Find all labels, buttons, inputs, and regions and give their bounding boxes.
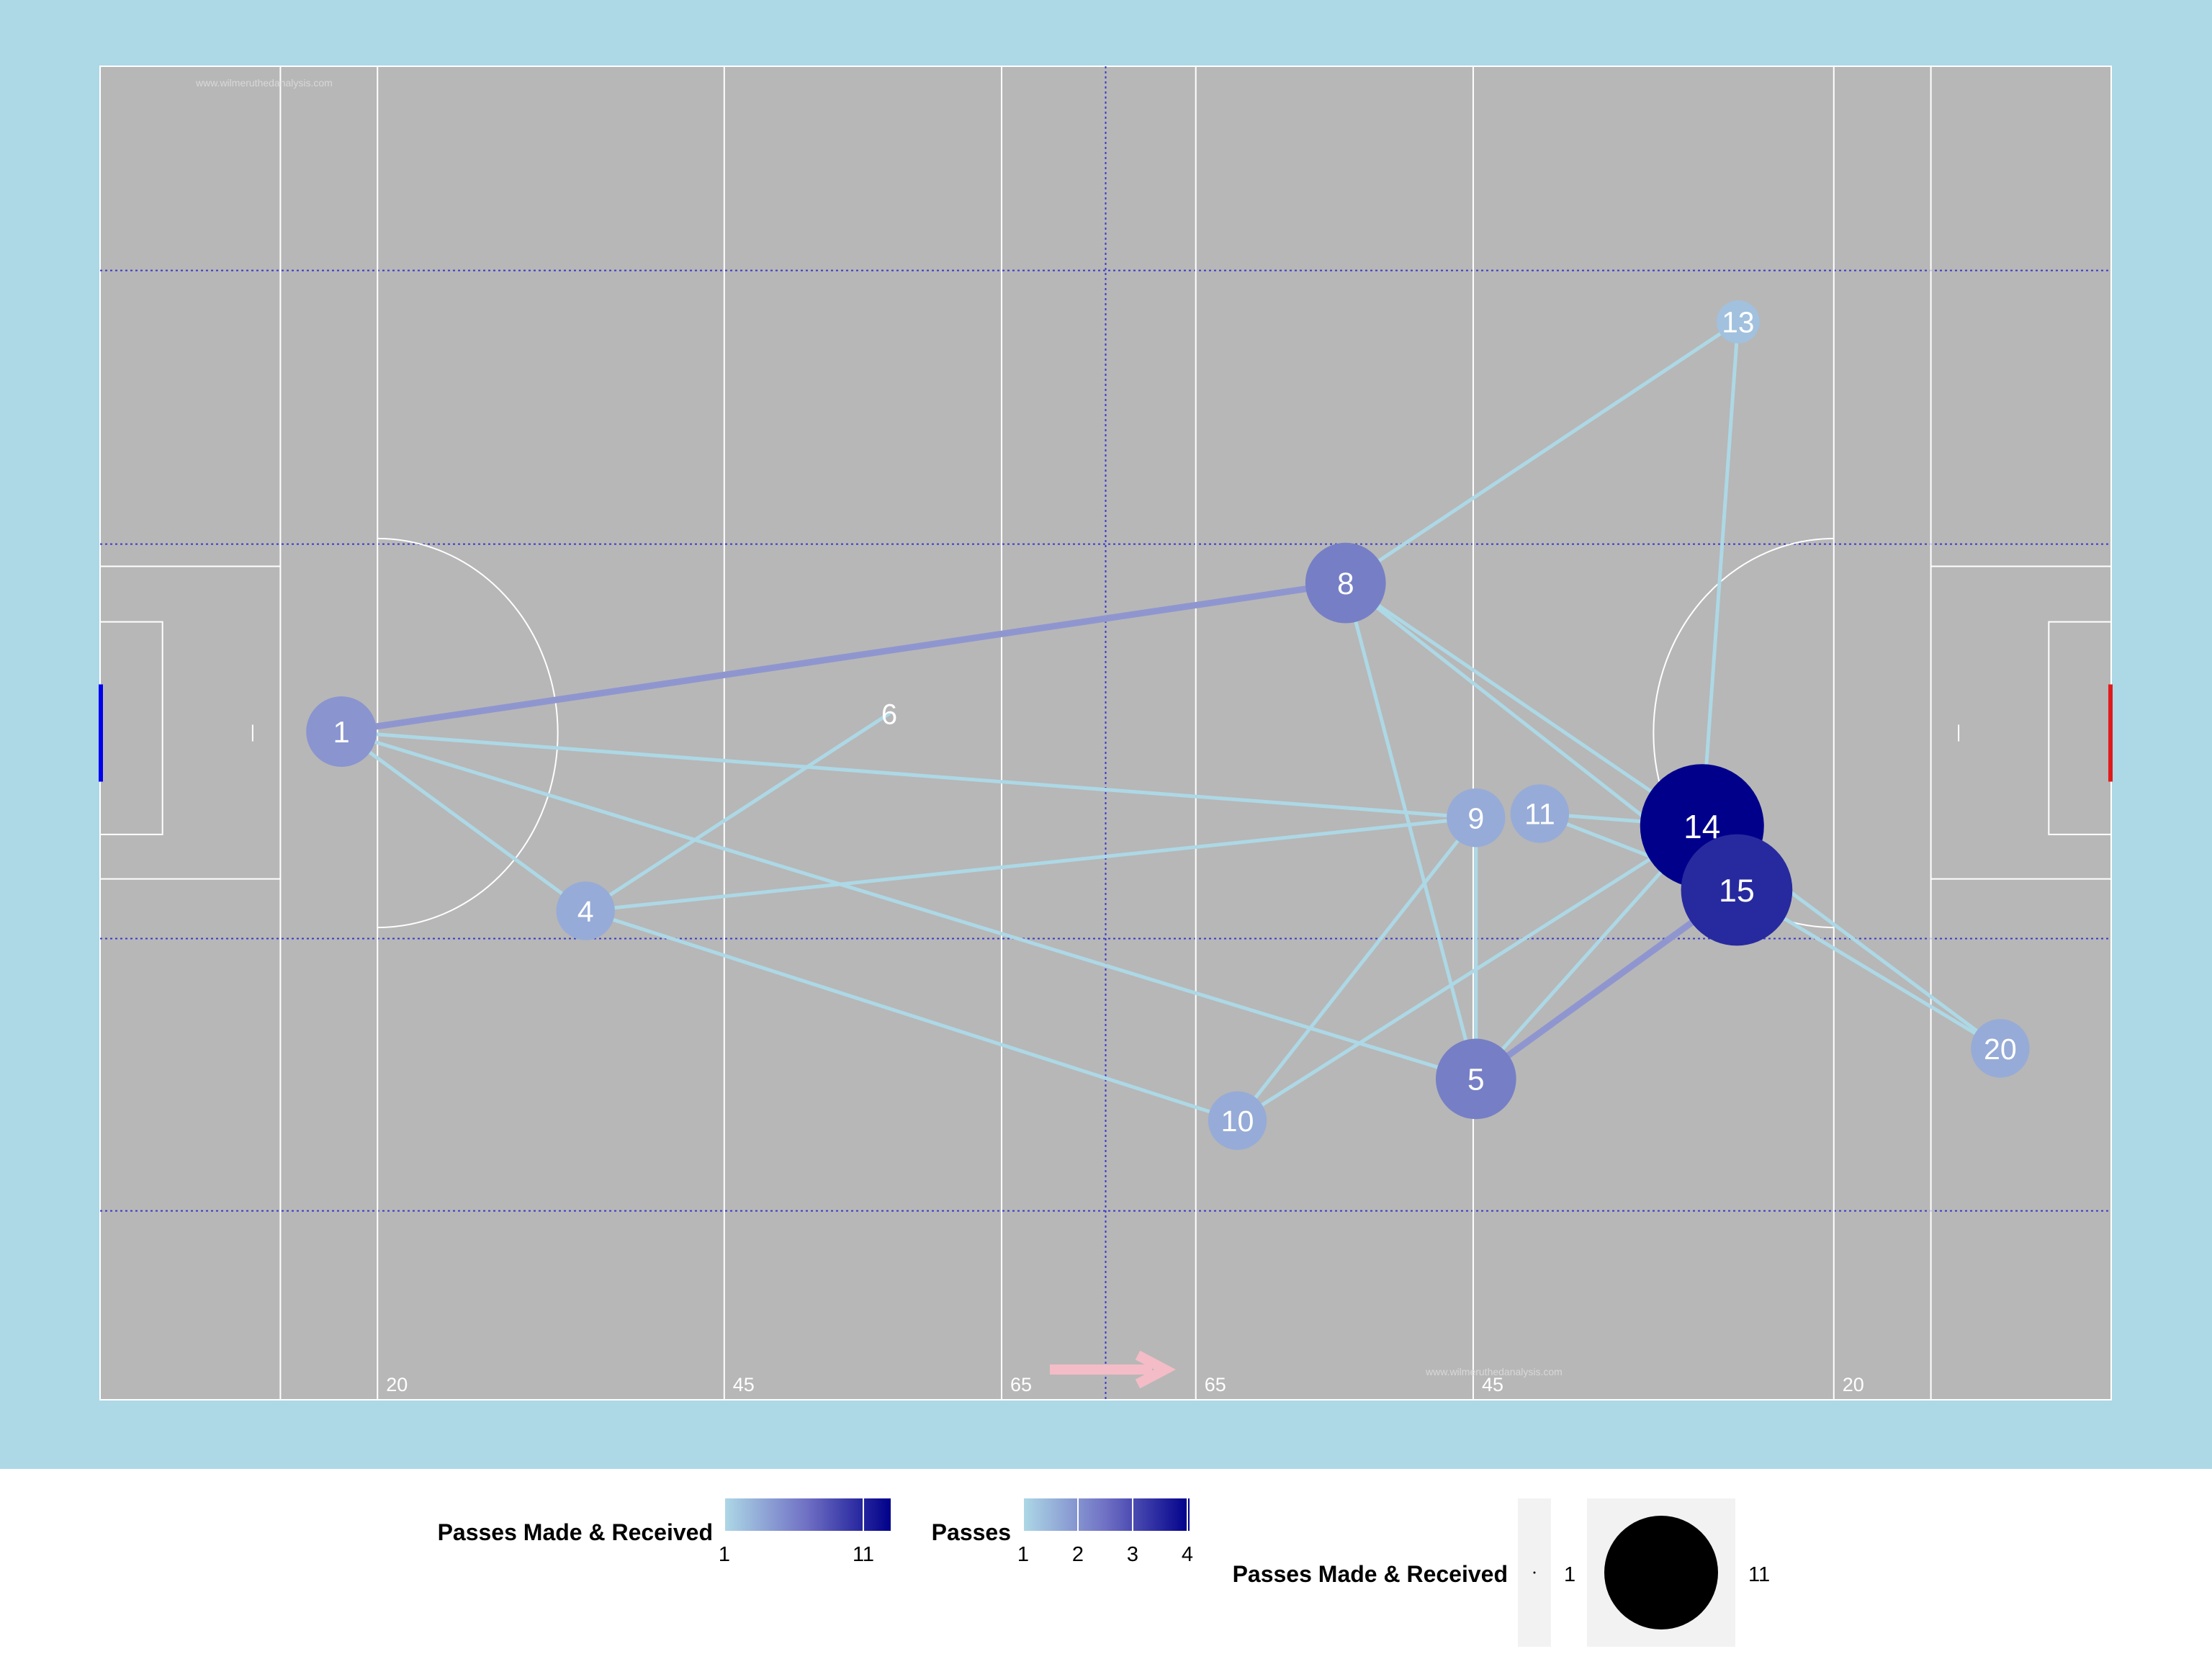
player-node-circle (1716, 300, 1760, 343)
legend-size-key-large (1604, 1516, 1718, 1629)
player-number: 15 (1719, 873, 1755, 909)
legend-edge-color-tick: 1 (1017, 1543, 1029, 1566)
pass-edge (583, 909, 1239, 1123)
player-node: 9 (1447, 788, 1506, 848)
pass-edge (1235, 824, 1704, 1123)
pass-edges (338, 320, 2002, 1123)
small-rectangle-right (2048, 621, 2111, 835)
legend-node-size-title: Passes Made & Received (1233, 1561, 1508, 1587)
arrow-head (1135, 1350, 1177, 1389)
player-node: 6 (881, 698, 897, 730)
watermark: www.wilmeruthedanalysis.com (1425, 1366, 1563, 1377)
distance-label: 20 (386, 1374, 408, 1395)
pass-edge (338, 580, 1349, 735)
player-number: 14 (1683, 808, 1720, 845)
distance-label: 20 (1843, 1374, 1864, 1395)
player-number: 13 (1722, 306, 1754, 339)
pass-edge (583, 816, 1478, 913)
pass-edge (583, 711, 891, 913)
watermark: www.wilmeruthedanalysis.com (195, 77, 333, 89)
player-number: 9 (1467, 802, 1484, 835)
player-node-circle (556, 881, 615, 940)
legend: Passes Made & Received 1 11 Passes 1 2 3… (438, 1498, 1770, 1647)
player-number: 11 (1524, 798, 1555, 831)
legend-edge-color: Passes 1 2 3 4 (932, 1498, 1193, 1566)
player-number: 20 (1984, 1033, 2017, 1066)
pass-edge (1235, 816, 1478, 1123)
player-node-circle (1681, 834, 1793, 946)
player-number: 4 (577, 895, 594, 928)
goal-left (99, 684, 103, 782)
player-number: 8 (1337, 567, 1354, 601)
legend-node-size-tick-min: 1 (1564, 1563, 1575, 1586)
player-node: 5 (1435, 1038, 1516, 1120)
pass-edge (339, 729, 1478, 820)
player-node-circle (1971, 1019, 2030, 1078)
player-number: 5 (1467, 1063, 1485, 1097)
legend-node-color-bar (724, 1498, 891, 1531)
player-node: 8 (1305, 542, 1386, 624)
legend-node-size: Passes Made & Received 1 11 (1233, 1498, 1770, 1647)
player-node-circle (1447, 788, 1506, 848)
distance-label: 45 (1482, 1374, 1503, 1395)
legend-edge-color-tick: 3 (1127, 1543, 1138, 1566)
legend-edge-color-tick: 2 (1072, 1543, 1084, 1566)
legend-edge-color-tick: 4 (1182, 1543, 1193, 1566)
player-node: 1 (306, 696, 377, 767)
player-node: 11 (1510, 784, 1570, 843)
player-node: 4 (556, 881, 615, 940)
player-node-circle (1510, 784, 1570, 843)
legend-edge-color-bar (1023, 1498, 1190, 1531)
distance-label: 65 (1010, 1374, 1032, 1395)
player-number: 6 (881, 698, 897, 730)
legend-node-size-tick-max: 11 (1748, 1563, 1770, 1586)
legend-node-color: Passes Made & Received 1 11 (438, 1498, 891, 1566)
player-node-circle (306, 696, 377, 767)
pitch-markings (99, 66, 2113, 1400)
legend-node-color-title: Passes Made & Received (438, 1519, 713, 1545)
player-node: 10 (1208, 1091, 1267, 1150)
goal-right (2108, 684, 2113, 782)
pitch: 20 45 65 65 45 20 www.wilmeruthedanalysis.com… (99, 66, 2113, 1401)
semicircle-left (377, 537, 558, 929)
distance-label: 65 (1205, 1374, 1226, 1395)
pass-edge (1344, 581, 1704, 828)
small-rectangle-left (100, 621, 163, 835)
direction-of-play-arrow (1050, 1350, 1177, 1389)
legend-node-color-tick-min: 1 (719, 1543, 730, 1566)
player-node: 15 (1681, 834, 1793, 946)
player-node-circle (1435, 1038, 1516, 1120)
player-node: 20 (1971, 1019, 2030, 1078)
legend-size-key-small (1533, 1571, 1536, 1574)
legend-edge-color-title: Passes (932, 1519, 1011, 1545)
player-number: 1 (333, 715, 350, 749)
distance-labels: 20 45 65 65 45 20 (386, 1374, 1864, 1395)
pass-edge (1344, 581, 1478, 1081)
pass-edge (339, 729, 1478, 1081)
player-node: 13 (1716, 300, 1760, 343)
player-node-circle (1305, 542, 1386, 624)
pass-edge (339, 729, 588, 913)
pass-edge (1700, 320, 1740, 828)
legend-background (0, 1469, 2212, 1659)
distance-label: 45 (733, 1374, 755, 1395)
player-node-circle (1208, 1091, 1267, 1150)
legend-node-color-tick-max: 11 (853, 1543, 874, 1566)
pass-edge (1344, 320, 1740, 585)
player-number: 10 (1221, 1105, 1254, 1138)
